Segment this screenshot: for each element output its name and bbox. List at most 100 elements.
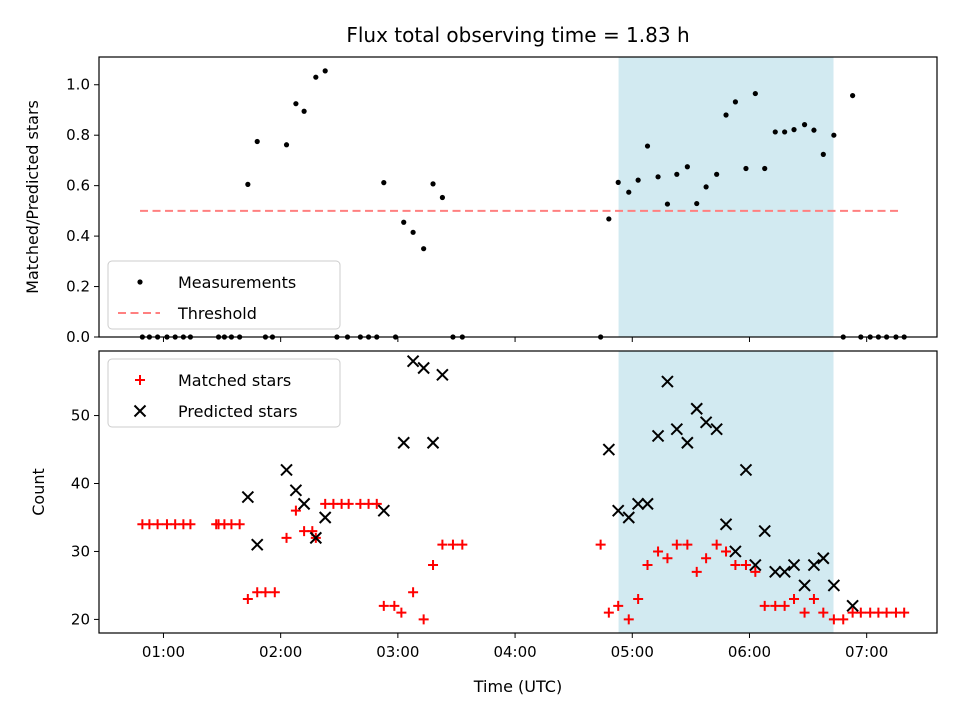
measurements-point [293, 101, 299, 107]
predicted-stars-point [699, 416, 713, 429]
observing-window-shade [618, 57, 834, 337]
axes-frame [98, 350, 938, 634]
matched-stars-point [603, 607, 614, 618]
measurements-point [850, 92, 856, 99]
predicted-stars-point [436, 368, 449, 381]
measurements-point [410, 229, 416, 235]
predicted-stars-point [807, 558, 821, 572]
predicted-stars-point [651, 429, 665, 443]
measurements-point [381, 180, 387, 186]
legend-box [107, 260, 341, 330]
measurements-point [772, 129, 778, 135]
legend-label: Threshold [177, 304, 257, 323]
predicted-stars-point [631, 497, 645, 511]
measurements-point [752, 90, 758, 97]
legend-box [107, 358, 341, 428]
measurements-point [743, 165, 749, 172]
measurements-point [820, 151, 826, 157]
predicted-stars-point [241, 490, 255, 504]
predicted-stars-point [729, 545, 742, 558]
predicted-stars-point [787, 558, 801, 572]
legend: Measurements Threshold [107, 260, 341, 330]
predicted-stars-point [318, 511, 332, 524]
predicted-stars-point [769, 565, 782, 579]
predicted-stars-point [778, 565, 791, 579]
predicted-stars-point [661, 375, 674, 388]
matched-stars-point [808, 594, 819, 605]
measurements-point [831, 132, 837, 138]
predicted-stars-point [280, 463, 293, 477]
measurements-point [283, 142, 290, 148]
measurements-point [694, 200, 700, 207]
matched-stars-point [671, 539, 682, 550]
predicted-stars-point [397, 436, 410, 449]
measurements-point [791, 127, 797, 133]
predicted-stars-point [749, 558, 762, 572]
x-axis-label: Time (UTC) [473, 677, 562, 696]
matched-stars-point [290, 505, 301, 516]
measurements-point [811, 127, 817, 133]
measurements-point [762, 165, 768, 172]
predicted-stars-point [251, 538, 264, 551]
matched-stars-point [633, 594, 644, 605]
legend-measurements-swatch [137, 279, 143, 285]
matched-stars-point [378, 600, 389, 611]
matched-stars-point [750, 566, 761, 577]
measurements-point [615, 179, 621, 185]
matched-stars-point [185, 519, 196, 530]
measurements-point [401, 219, 407, 225]
matched-stars-point [623, 614, 634, 625]
matched-stars-point [457, 539, 468, 550]
legend-predicted-swatch [133, 404, 147, 418]
matched-stars-point [371, 498, 382, 509]
measurements-point [714, 171, 720, 177]
x-tick-label: 01:00 [142, 643, 185, 661]
predicted-stars-point [798, 579, 811, 592]
measurements-point [626, 189, 632, 195]
matched-stars-point [789, 594, 800, 605]
matched-stars-point [799, 607, 810, 618]
measurements-point [801, 122, 808, 128]
measurements-point [732, 99, 739, 105]
matched-stars-point [642, 560, 653, 571]
matched-stars-point [759, 600, 770, 611]
x-tick-label: 04:00 [493, 643, 536, 661]
matched-stars-point [343, 498, 354, 509]
measurements-point [664, 201, 671, 207]
matched-stars-point [721, 546, 732, 557]
matched-stars-point [437, 539, 448, 550]
observing-window-shade [618, 351, 834, 633]
predicted-stars-point [377, 504, 391, 517]
matched-stars-point [269, 587, 280, 598]
matched-stars-point [779, 600, 790, 611]
measurements-point [703, 184, 709, 190]
matched-stars-point [828, 614, 839, 625]
matched-stars-point [260, 587, 271, 598]
y-tick-label: 30 [71, 542, 90, 560]
legend-label: Measurements [178, 273, 296, 292]
matched-stars-point [595, 539, 606, 550]
measurements-point [655, 174, 661, 180]
predicted-stars-point [641, 497, 654, 511]
y-tick-label: 0.6 [66, 177, 90, 195]
predicted-stars-point [612, 504, 625, 517]
y-tick-label: 0.4 [66, 227, 90, 245]
matched-stars-point [662, 553, 673, 564]
predicted-stars-point [309, 531, 323, 545]
predicted-stars-point [710, 422, 723, 436]
measurements-point [301, 108, 307, 114]
predicted-stars-point [681, 436, 694, 449]
y-tick-label: 20 [71, 610, 90, 628]
measurements-point [245, 181, 251, 187]
legend: Matched stars Predicted stars [107, 358, 341, 428]
matched-stars-point [408, 587, 419, 598]
matched-stars-point [613, 600, 624, 611]
predicted-stars-point [426, 436, 440, 449]
matched-stars-point [396, 607, 407, 618]
measurements-point [782, 129, 788, 135]
matched-stars-point [242, 594, 253, 605]
predicted-stars-point [827, 579, 841, 592]
measurements-point [254, 138, 260, 145]
y-tick-label: 50 [71, 407, 90, 425]
legend-matched-swatch [135, 375, 145, 385]
